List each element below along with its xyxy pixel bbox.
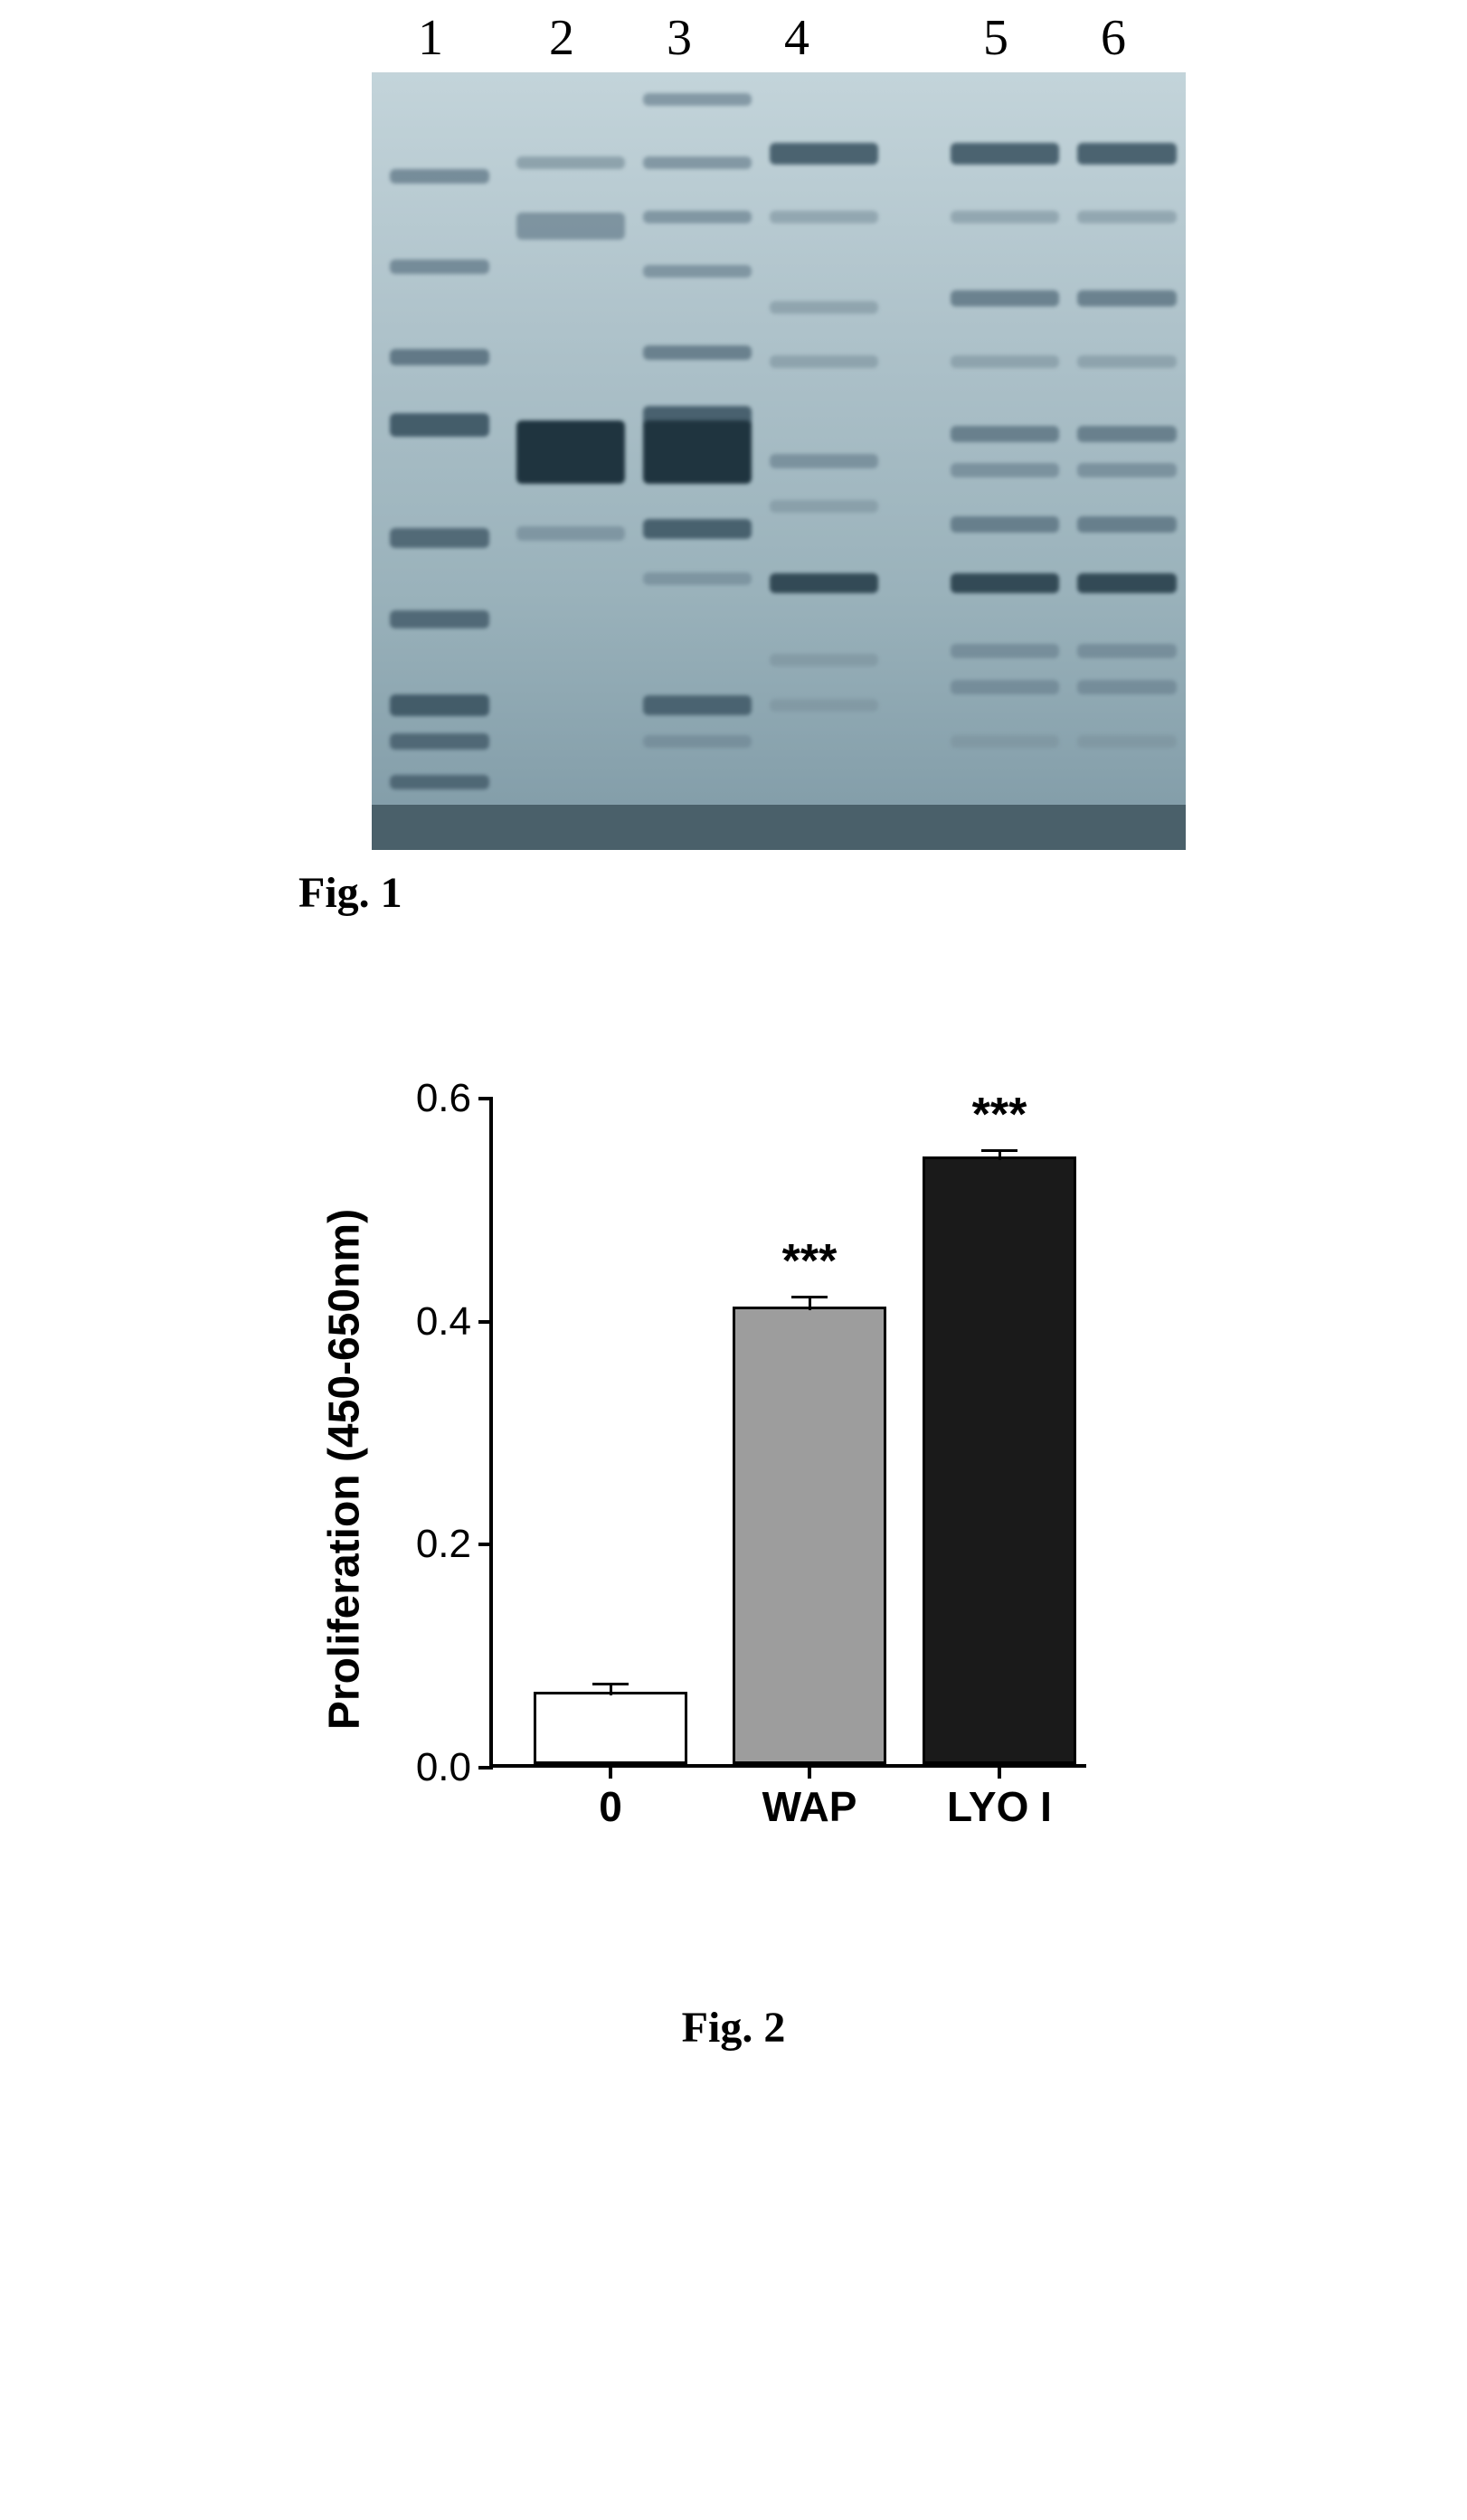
error-cap [592,1683,629,1685]
gel-band [770,211,878,223]
gel-band [951,573,1059,593]
gel-band [1077,355,1177,368]
y-tick-label: 0.4 [416,1299,493,1345]
figure-2: Proliferation (450-650nm) 0.00.20.40.60W… [163,1062,1304,2053]
gel-band [951,463,1059,477]
gel-band [643,156,752,169]
bar [923,1156,1076,1764]
gel-dye-front [372,805,1186,850]
gel-band [390,528,489,548]
gel-band [951,426,1059,442]
gel-band [516,526,625,541]
bar-chart: Proliferation (450-650nm) 0.00.20.40.60W… [327,1062,1140,1876]
gel-band [1077,644,1177,658]
gel-band [643,93,752,106]
gel-band [390,775,489,789]
gel-band [1077,735,1177,748]
gel-band [951,143,1059,165]
gel-band [643,519,752,539]
figure-2-caption: Fig. 2 [163,2003,1304,2053]
gel-band [951,290,1059,307]
gel-band [770,699,878,712]
significance-label: *** [782,1234,838,1288]
gel-band [1077,463,1177,477]
gel-band [951,516,1059,533]
gel-band [770,355,878,368]
gel-band [643,572,752,585]
lane-header: 1 [403,9,458,67]
gel-band [951,644,1059,658]
gel-band [643,265,752,278]
gel-band [1077,211,1177,223]
gel-canvas: 250-150-100-75-50-37-25-20-15- [372,72,1186,850]
gel-band [1077,680,1177,694]
gel-band [643,345,752,360]
gel-band [390,413,489,437]
y-tick-label: 0.0 [416,1745,493,1790]
error-bar [610,1685,612,1695]
error-cap [791,1296,828,1298]
gel-band [1077,426,1177,442]
gel-band [390,260,489,274]
gel-band [643,695,752,715]
x-label: LYO I [947,1764,1052,1831]
error-cap [981,1149,1017,1152]
lane-header: 6 [1086,9,1140,67]
gel-wrapper: 123456 250-150-100-75-50-37-25-20-15- [281,72,1186,850]
gel-band [390,733,489,750]
y-tick-label: 0.2 [416,1522,493,1567]
gel-band [516,212,625,240]
lane-header: 5 [969,9,1023,67]
error-bar [809,1298,811,1311]
gel-band [770,654,878,666]
gel-band [390,169,489,184]
gel-band [390,610,489,628]
gel-band [1077,516,1177,533]
gel-band [390,349,489,365]
gel-band [1077,290,1177,307]
gel-band [951,355,1059,368]
chart-axes: 0.00.20.40.60WAP***LYO I*** [489,1099,1086,1768]
gel-band [643,735,752,748]
lane-header: 2 [535,9,589,67]
x-label: WAP [762,1764,857,1831]
gel-band [643,420,752,484]
gel-band [516,156,625,169]
y-tick-label: 0.6 [416,1076,493,1121]
bar [733,1307,886,1764]
bar [534,1692,687,1764]
gel-band [770,301,878,314]
lane-header: 3 [652,9,706,67]
gel-band [643,211,752,223]
gel-band [951,735,1059,748]
gel-band [951,680,1059,694]
gel-band [770,573,878,593]
gel-band [390,694,489,716]
gel-band [770,143,878,165]
gel-band [1077,143,1177,165]
gel-band [951,211,1059,223]
gel-band [516,420,625,484]
y-axis-title: Proliferation (450-650nm) [320,1209,370,1730]
x-label: 0 [599,1764,622,1831]
gel-band [770,500,878,513]
significance-label: *** [972,1088,1027,1142]
lane-header: 4 [770,9,824,67]
gel-band [770,454,878,468]
figure-1: 123456 250-150-100-75-50-37-25-20-15- Fi… [163,72,1304,918]
figure-1-caption: Fig. 1 [298,868,1304,918]
gel-band [1077,573,1177,593]
